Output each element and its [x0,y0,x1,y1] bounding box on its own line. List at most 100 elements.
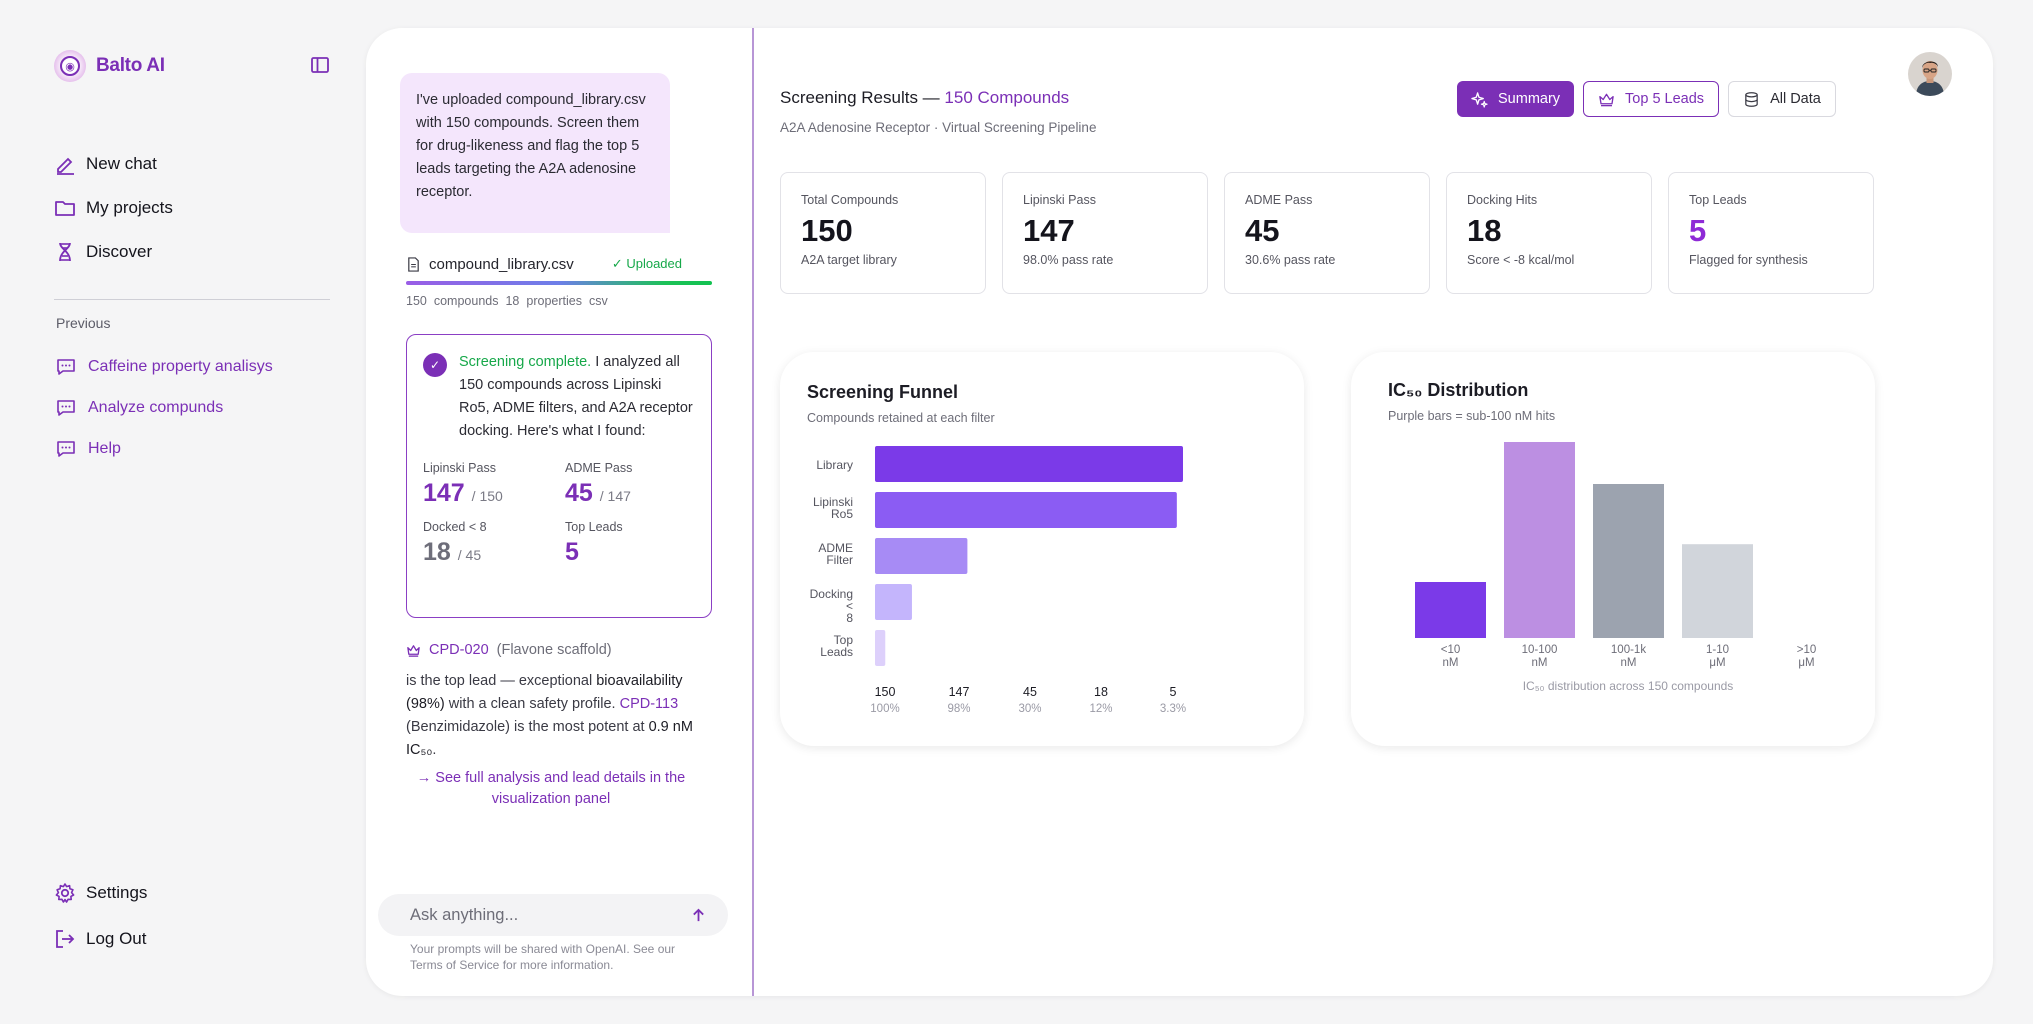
funnel-category-label: Top Leads [820,633,853,659]
nav-discover-label: Discover [86,242,153,261]
stat-value: 150 [801,213,853,248]
previous-item[interactable]: Help [56,428,273,469]
funnel-value-label: 18 [1094,685,1108,699]
previous-item[interactable]: Analyze compunds [56,387,273,428]
stat-card-adme-pass: ADME Pass 45 30.6% pass rate [1224,172,1430,294]
funnel-percent-label: 98% [947,703,970,715]
file-name: compound_library.csv [429,255,574,273]
file-icon [408,256,419,272]
result-stat-label: ADME Pass [565,461,633,475]
stat-label: Docking Hits [1467,193,1538,207]
funnel-percent-label: 30% [1018,703,1041,715]
funnel-percent-label: 3.3% [1160,703,1186,715]
tab-summary-label: Summary [1498,91,1561,107]
stat-card-lipinski-pass: Lipinski Pass 147 98.0% pass rate [1002,172,1208,294]
chart-subtitle: Compounds retained at each filter [807,411,995,425]
result-summary: Screening complete. I analyzed all 150 c… [459,351,695,443]
see-full-analysis-link[interactable]: → See full analysis and lead details in … [416,770,686,807]
ic50-category-label: <10 nM [1441,644,1461,669]
panel-divider[interactable] [752,28,754,996]
nav-logout-label: Log Out [86,929,147,948]
stat-value: 5 [1689,213,1707,248]
funnel-value-label: 147 [949,685,970,699]
stat-sub: Flagged for synthesis [1689,253,1808,267]
upload-progress-bar [406,281,712,285]
sparkle-icon [1471,91,1488,108]
stat-cards: Total Compounds 150 A2A target library L… [780,172,1874,294]
lead-text: with a clean safety profile. [444,696,620,712]
file-meta-type: csv [588,294,608,308]
file-meta: 150 compounds 18 properties csv [406,294,712,308]
previous-item-label: Analyze compunds [88,398,224,416]
file-attachment[interactable]: compound_library.csv ✓ Uploaded 150 comp… [406,253,712,308]
tab-all-data[interactable]: All Data [1728,81,1836,117]
brand[interactable]: ◉ Balto AI [54,50,165,82]
user-avatar[interactable] [1908,52,1952,96]
sidebar: ◉ Balto AI New chat My projects Discover… [0,0,366,1024]
lead-highlight: bioavailability (98%) [406,673,683,712]
results-title-count: 150 Compounds [944,88,1070,107]
stat-sub: A2A target library [801,253,897,267]
result-stat: Top Leads 5 [565,520,695,567]
previous-list: Caffeine property analisys Analyze compu… [56,346,273,469]
funnel-bar [875,492,1177,528]
crown-icon [1599,93,1614,106]
tab-top-leads[interactable]: Top 5 Leads [1583,81,1720,117]
previous-item[interactable]: Caffeine property analisys [56,346,273,387]
sidebar-toggle-icon[interactable] [310,55,330,75]
crown-icon [407,644,420,657]
lead-text: (Benzimidazole) is the most potent at [406,719,649,735]
chat-input[interactable] [410,905,688,925]
chat-input-box[interactable] [378,894,728,936]
stat-sub: 98.0% pass rate [1023,253,1114,267]
ic50-distribution-chart: IC₅₀ Distribution Purple bars = sub-100 … [1351,352,1875,746]
lead-compound-id[interactable]: CPD-020 [429,642,489,658]
result-stat: Lipinski Pass 147 / 150 [423,461,565,508]
file-status: ✓ Uploaded [611,256,682,271]
lead-highlight: 0.9 nM IC₅₀ [406,719,693,758]
folder-icon [55,201,75,216]
dna-icon [59,242,71,262]
funnel-value-label: 45 [1023,685,1037,699]
funnel-category-label: Lipinski Ro5 [813,495,853,521]
result-stat-denominator: / 147 [599,488,631,504]
chart-subtitle: Purple bars = sub-100 nM hits [1388,409,1556,423]
funnel-value-label: 150 [875,685,896,699]
stat-card-docking-hits: Docking Hits 18 Score < -8 kcal/mol [1446,172,1652,294]
bottom-nav: Settings Log Out [54,870,147,962]
nav-logout[interactable]: Log Out [54,916,147,962]
ic50-category-label: 10-100 nM [1522,644,1558,669]
stat-value: 18 [1467,213,1502,248]
brand-name: Balto AI [96,55,165,76]
send-arrow-icon[interactable] [688,905,708,925]
nav-my-projects[interactable]: My projects [54,186,173,230]
result-stat-value: 18 [423,538,451,566]
results-tabs: Summary Top 5 Leads All Data [1457,81,1836,117]
funnel-percent-label: 100% [870,703,899,715]
funnel-category-label: ADME Filter [818,541,853,567]
previous-item-label: Caffeine property analisys [88,357,273,375]
chat-bubble-icon [57,358,75,375]
result-stat-label: Docked < 8 [423,520,487,534]
nav-new-chat[interactable]: New chat [54,142,173,186]
chart-title: IC₅₀ Distribution [1388,380,1529,400]
result-stat: Docked < 8 18 / 45 [423,520,565,567]
result-stat: ADME Pass 45 / 147 [565,461,695,508]
chat-panel: I've uploaded compound_library.csv with … [366,28,752,996]
tab-summary[interactable]: Summary [1457,81,1575,117]
results-subtitle: A2A Adenosine Receptor · Virtual Screeni… [780,120,1097,135]
tab-top-leads-label: Top 5 Leads [1625,91,1705,107]
stat-label: Lipinski Pass [1023,193,1096,207]
ic50-plot: <10 nM 10-100 nM 100-1k nM 1-10 μM >10 μM IC₅₀ dis… [1415,442,1816,693]
results-title-text: Screening Results — [780,88,945,107]
chart-title: Screening Funnel [807,382,959,402]
lead-compound-id[interactable]: CPD-113 [619,696,679,712]
nav-settings[interactable]: Settings [54,870,147,916]
lead-text: is the top lead — exceptional [406,673,597,689]
main-nav: New chat My projects Discover [54,142,173,274]
previous-item-label: Help [88,439,121,457]
nav-my-projects-label: My projects [86,198,173,217]
ic50-caption: IC₅₀ distribution across 150 compounds [1523,679,1734,693]
nav-discover[interactable]: Discover [54,230,173,274]
lead-text: . [432,742,437,758]
